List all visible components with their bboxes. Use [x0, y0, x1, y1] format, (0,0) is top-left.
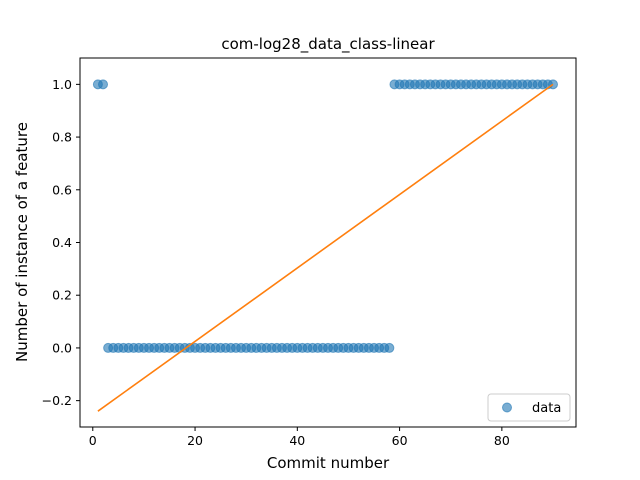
y-tick-label: 0.2 [52, 288, 72, 303]
y-tick-label: 1.0 [52, 77, 72, 92]
data-point [384, 342, 395, 353]
y-tick-label: 0.4 [52, 235, 72, 250]
chart-title: com-log28_data_class-linear [221, 35, 435, 54]
y-tick-label: 0.0 [52, 340, 72, 355]
x-tick-label: 0 [89, 433, 97, 448]
x-tick-label: 20 [187, 433, 203, 448]
y-axis-ticks: −0.2 0.0 0.2 0.4 0.6 0.8 1.0 [42, 77, 80, 408]
legend-label: data [532, 401, 561, 416]
axes-frame [79, 57, 577, 428]
x-axis-ticks: 0 20 40 60 80 [89, 427, 510, 448]
y-tick-label: −0.2 [42, 393, 72, 408]
x-tick-label: 60 [392, 433, 408, 448]
data-point [98, 79, 109, 90]
legend-marker [502, 402, 512, 413]
legend-box [487, 393, 571, 422]
y-tick-label: 0.6 [52, 182, 72, 197]
plot-area [92, 79, 558, 412]
x-tick-label: 80 [494, 433, 510, 448]
y-tick-label: 0.8 [52, 130, 72, 145]
x-axis-label: Commit number [267, 454, 390, 472]
linear-fit-line [97, 83, 554, 412]
x-tick-label: 40 [289, 433, 305, 448]
legend: data [487, 393, 571, 422]
y-axis-label: Number of instance of a feature [13, 122, 31, 362]
